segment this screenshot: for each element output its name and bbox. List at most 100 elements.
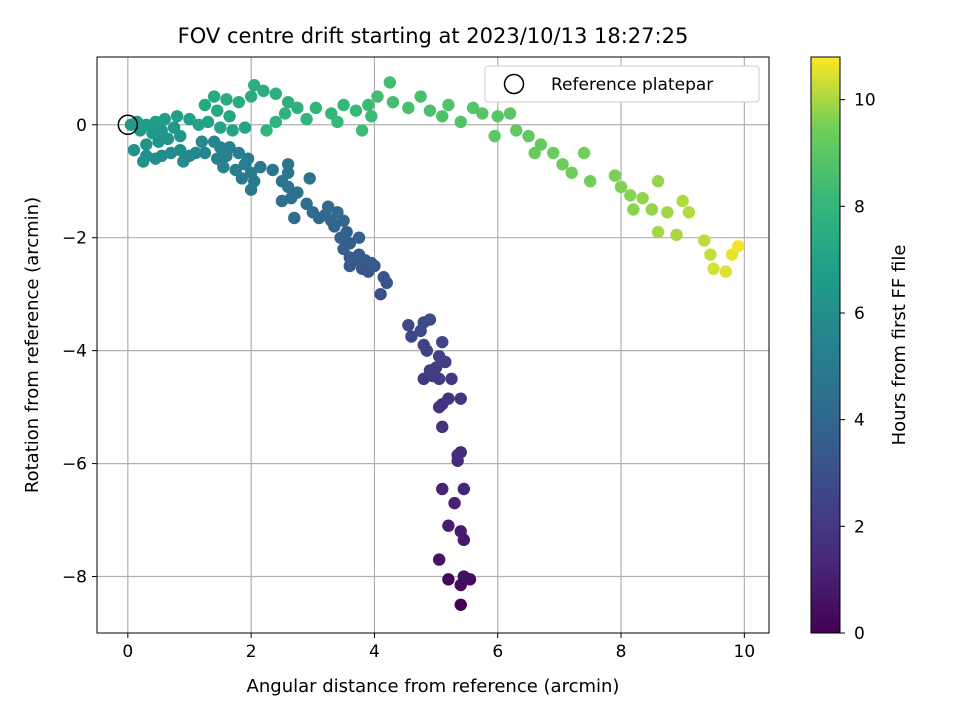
data-point <box>510 124 523 137</box>
data-point <box>281 158 295 171</box>
data-point <box>223 141 236 154</box>
data-point <box>661 206 674 219</box>
data-point <box>300 197 313 211</box>
data-point <box>731 239 745 253</box>
y-tick-label: −6 <box>62 455 87 475</box>
data-point <box>577 146 591 160</box>
data-point <box>547 146 560 160</box>
data-point <box>436 482 449 496</box>
colorbar-label: Hours from first FF file <box>889 245 910 446</box>
data-point <box>457 482 471 496</box>
plot-area: 0 2 4 6 8 10 0 −2 −4 −6 −8 <box>62 56 770 662</box>
data-point <box>624 189 637 202</box>
data-point <box>352 248 366 261</box>
data-point <box>281 166 295 179</box>
data-point <box>707 262 720 275</box>
data-point <box>414 90 427 103</box>
data-point <box>214 121 227 134</box>
data-point <box>719 265 733 278</box>
data-point <box>269 87 282 100</box>
data-point <box>352 231 366 244</box>
data-point <box>343 237 356 250</box>
data-point <box>584 175 597 188</box>
data-point <box>608 169 622 182</box>
data-point <box>257 84 270 98</box>
colorbar-tick-label: 2 <box>854 517 865 537</box>
data-point <box>198 146 212 160</box>
data-point <box>429 361 443 374</box>
data-point <box>405 330 418 343</box>
data-point <box>451 448 464 462</box>
data-point <box>140 138 153 151</box>
data-point <box>402 101 415 115</box>
plot-border <box>96 56 770 634</box>
data-point <box>337 98 350 112</box>
data-point <box>651 225 665 239</box>
data-point <box>362 98 375 112</box>
data-point <box>232 95 245 109</box>
data-point <box>244 90 258 103</box>
data-point <box>698 234 711 247</box>
data-point <box>432 350 446 363</box>
data-point <box>476 107 489 120</box>
data-point <box>321 200 335 213</box>
data-point <box>676 194 689 208</box>
data-point <box>402 319 415 332</box>
data-point <box>266 163 279 177</box>
data-point <box>269 115 282 129</box>
data-point <box>503 107 517 120</box>
data-point <box>226 124 239 137</box>
colorbar-gradient <box>810 56 841 634</box>
data-point <box>355 124 369 137</box>
y-tick-label: −4 <box>62 342 87 362</box>
y-axis-ticks: 0 −2 −4 −6 −8 <box>62 116 97 588</box>
data-point <box>432 372 446 386</box>
data-point <box>448 496 461 510</box>
data-point <box>195 135 209 148</box>
data-point <box>670 228 683 242</box>
y-tick-label: −8 <box>62 568 87 588</box>
x-axis-label: Angular distance from reference (arcmin) <box>247 676 620 697</box>
data-point <box>454 525 467 538</box>
data-point <box>436 335 449 349</box>
colorbar-tick-label: 4 <box>854 411 865 431</box>
data-point <box>423 313 437 326</box>
data-point <box>248 79 261 92</box>
gridlines <box>97 57 769 633</box>
colorbar-tick-label: 10 <box>854 91 876 111</box>
data-point <box>651 175 665 188</box>
data-point <box>137 155 150 168</box>
y-axis-label: Rotation from reference (arcmin) <box>22 197 43 493</box>
data-point <box>442 392 455 405</box>
data-point <box>374 287 387 301</box>
data-point <box>556 158 569 171</box>
data-point <box>522 129 535 143</box>
data-point <box>211 104 224 117</box>
data-point <box>491 110 504 123</box>
x-tick-label: 2 <box>246 642 257 662</box>
data-point <box>275 194 289 208</box>
data-point <box>528 146 541 160</box>
data-point <box>454 392 467 405</box>
data-point <box>488 129 501 143</box>
data-point <box>232 146 245 160</box>
data-point <box>291 186 304 199</box>
data-point <box>340 225 353 239</box>
data-point <box>207 135 221 148</box>
data-point <box>183 112 196 126</box>
colorbar-tick-label: 8 <box>854 197 865 217</box>
reference-marker-group <box>117 114 139 136</box>
legend: Reference platepar <box>484 65 760 103</box>
data-point <box>682 206 696 219</box>
data-point <box>198 98 212 112</box>
data-point <box>636 191 649 205</box>
data-point <box>211 152 224 165</box>
x-axis-ticks: 0 2 4 6 8 10 <box>122 633 755 662</box>
data-point <box>254 160 267 174</box>
data-point <box>331 206 344 219</box>
legend-entry-reference: Reference platepar <box>551 75 713 95</box>
data-point <box>445 372 458 386</box>
data-point <box>457 570 471 583</box>
data-point <box>260 124 273 137</box>
data-point <box>432 553 446 566</box>
